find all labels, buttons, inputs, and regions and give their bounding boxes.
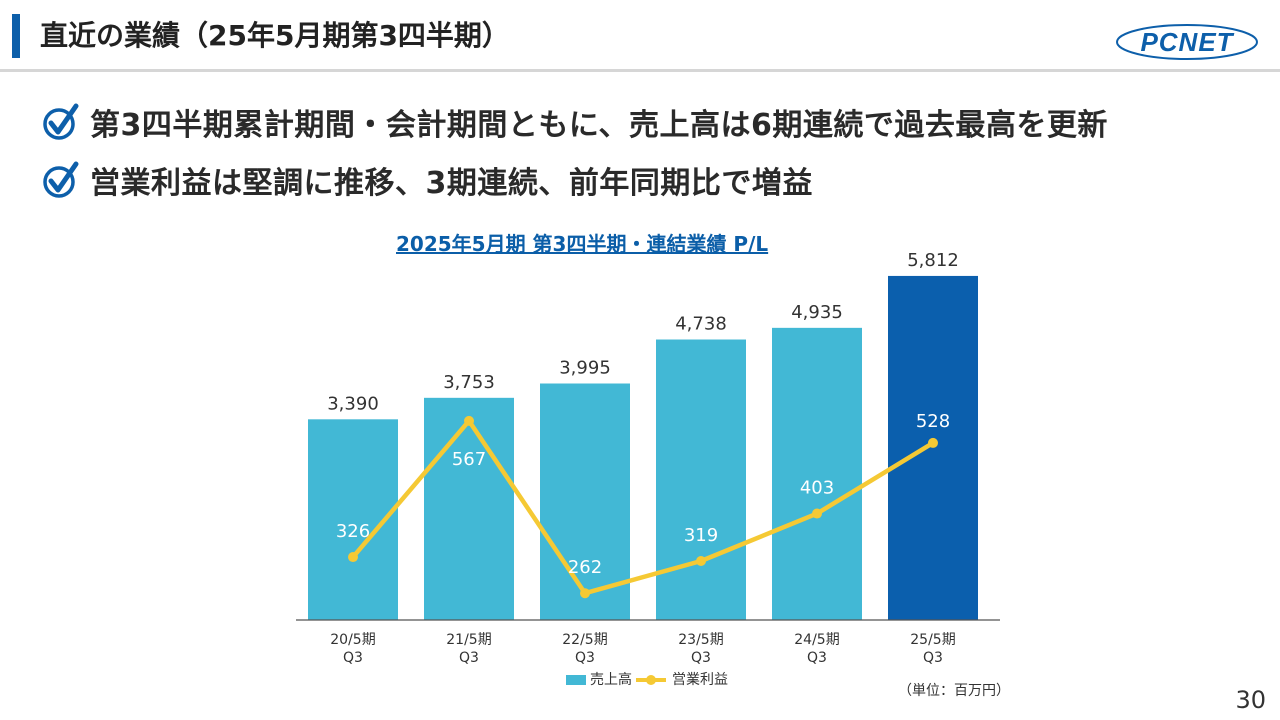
x-tick-label: Q3 xyxy=(923,650,943,666)
bar-value-label: 4,738 xyxy=(675,314,727,335)
line-point xyxy=(464,415,474,426)
line-value-label: 262 xyxy=(568,557,602,578)
line-value-label: 319 xyxy=(684,525,718,546)
line-point xyxy=(696,556,706,567)
chart-title: 2025年5月期 第3四半期・連結業績 P/L xyxy=(396,232,769,256)
title-accent-bar xyxy=(12,14,20,58)
bar-value-label: 5,812 xyxy=(907,250,959,271)
logo-text: PCNET xyxy=(1140,27,1234,57)
chart-svg: 3,390 3,753 3,995 4,738 4,935 5,812 326 567 262 3… xyxy=(296,250,1000,688)
bullet-text: 営業利益は堅調に推移、3期連続、前年同期比で増益 xyxy=(90,166,813,201)
line-value-label: 403 xyxy=(800,478,834,499)
line-point xyxy=(580,588,590,599)
x-tick-label: 24/5期 xyxy=(794,632,839,648)
page-title: 直近の業績（25年5月期第3四半期） xyxy=(40,19,510,52)
bar-value-label: 3,390 xyxy=(327,393,379,414)
x-tick-label: Q3 xyxy=(459,650,479,666)
x-tick-label: 21/5期 xyxy=(446,632,491,648)
checkmark-icon xyxy=(43,161,79,198)
bar-value-label: 3,995 xyxy=(559,357,611,378)
bullet-item: 第3四半期累計期間・会計期間ともに、売上高は6期連続で過去最高を更新 xyxy=(42,98,1108,146)
bar-value-label: 4,935 xyxy=(791,302,843,323)
legend-label: 売上高 xyxy=(590,671,632,688)
x-tick-label: Q3 xyxy=(807,650,827,666)
line-point xyxy=(928,437,938,448)
page-number: 30 xyxy=(1235,686,1266,714)
bullet-item: 営業利益は堅調に推移、3期連続、前年同期比で増益 xyxy=(42,156,813,204)
x-tick-label: Q3 xyxy=(343,650,363,666)
legend-swatch-bar xyxy=(566,675,586,685)
checkmark-icon xyxy=(43,103,79,140)
line-value-label: 326 xyxy=(336,521,370,542)
x-tick-label: 22/5期 xyxy=(562,632,607,648)
bullet-text: 第3四半期累計期間・会計期間ともに、売上高は6期連続で過去最高を更新 xyxy=(90,108,1108,143)
bar xyxy=(772,327,862,620)
line-point xyxy=(812,508,822,519)
line-value-label: 528 xyxy=(916,411,950,432)
x-tick-label: 25/5期 xyxy=(910,632,955,648)
x-tick-label: 23/5期 xyxy=(678,632,723,648)
x-tick-label: 20/5期 xyxy=(330,632,375,648)
unit-label: （単位：百万円） xyxy=(898,683,1010,699)
bar xyxy=(888,275,978,620)
x-tick-label: Q3 xyxy=(575,650,595,666)
bar-value-label: 3,753 xyxy=(443,372,495,393)
line-series-profit xyxy=(351,418,935,596)
bar xyxy=(424,397,514,620)
legend-label: 営業利益 xyxy=(672,672,728,688)
company-logo: PCNET xyxy=(1116,24,1258,60)
bar xyxy=(540,383,630,620)
legend-swatch-dot xyxy=(646,675,656,685)
line-value-label: 567 xyxy=(452,449,486,470)
header-divider xyxy=(0,69,1280,72)
bar xyxy=(656,339,746,620)
x-tick-label: Q3 xyxy=(691,650,711,666)
line-point xyxy=(348,552,358,563)
